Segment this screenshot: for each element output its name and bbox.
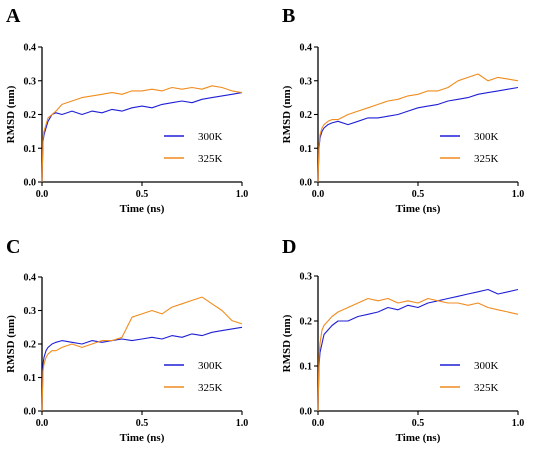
panel-letter: B <box>282 5 295 27</box>
series-line-300k <box>317 86 519 183</box>
y-tick-label: 0.2 <box>300 110 313 121</box>
y-axis-title: RMSD (nm) <box>281 314 293 372</box>
x-tick-label: 0.5 <box>136 189 149 200</box>
x-tick-label: 0.5 <box>412 418 425 429</box>
y-tick-label: 0.0 <box>24 178 37 189</box>
y-tick-label: 0.0 <box>300 407 313 418</box>
legend-label: 300K <box>198 131 223 143</box>
panel-letter: D <box>282 236 296 258</box>
panel-c: C 0.0 0.1 0.2 0.3 0.4 0.0 0.5 1.0 Time (ns) RMSD (… <box>5 236 248 444</box>
series-line-300k <box>41 326 243 412</box>
x-tick-label: 0.0 <box>36 189 49 200</box>
panel-letter: A <box>6 5 21 27</box>
x-tick-label: 0.0 <box>36 418 49 429</box>
legend-label: 325K <box>474 382 499 394</box>
series-line-325k <box>317 73 519 183</box>
x-tick-label: 1.0 <box>512 189 525 200</box>
y-tick-label: 0.3 <box>300 272 313 283</box>
y-tick-label: 0.1 <box>300 362 313 373</box>
x-axis-title: Time (ns) <box>120 432 165 444</box>
x-tick-label: 0.5 <box>412 189 425 200</box>
x-tick-label: 1.0 <box>236 189 249 200</box>
x-tick-label: 1.0 <box>236 418 249 429</box>
y-axis-title: RMSD (nm) <box>281 85 293 143</box>
panel-d: D 0.0 0.1 0.2 0.3 0.0 0.5 1.0 Time (ns) RMSD (nm)… <box>281 236 524 444</box>
x-axis-title: Time (ns) <box>396 432 441 444</box>
y-tick-label: 0.2 <box>24 110 37 121</box>
y-axis-title: RMSD (nm) <box>5 315 17 373</box>
y-tick-label: 0.4 <box>24 273 37 284</box>
y-tick-label: 0.1 <box>24 373 37 384</box>
y-tick-label: 0.3 <box>24 76 37 87</box>
legend-label: 300K <box>474 360 499 372</box>
y-tick-label: 0.0 <box>24 407 37 418</box>
panel-letter: C <box>6 236 20 258</box>
x-axis-title: Time (ns) <box>396 203 441 215</box>
y-tick-label: 0.1 <box>300 144 313 155</box>
series-line-300k <box>41 92 243 183</box>
y-tick-label: 0.3 <box>300 76 313 87</box>
series-line-325k <box>317 297 519 412</box>
legend-label: 325K <box>198 153 223 165</box>
y-tick-label: 0.3 <box>24 306 37 317</box>
x-tick-label: 1.0 <box>512 418 525 429</box>
legend-label: 325K <box>198 382 223 394</box>
y-tick-label: 0.4 <box>24 43 37 54</box>
y-tick-label: 0.0 <box>300 178 313 189</box>
y-tick-label: 0.2 <box>24 340 37 351</box>
x-axis-title: Time (ns) <box>120 203 165 215</box>
x-tick-label: 0.5 <box>136 418 149 429</box>
legend-label: 300K <box>198 360 223 372</box>
y-tick-label: 0.1 <box>24 144 37 155</box>
series-line-300k <box>317 288 519 412</box>
panel-a: A 0.0 0.1 0.2 0.3 0.4 0.0 0.5 1.0 Time (ns) RMSD (… <box>5 5 248 215</box>
y-axis-title: RMSD (nm) <box>5 85 17 143</box>
series-line-325k <box>41 296 243 412</box>
x-tick-label: 0.0 <box>312 189 325 200</box>
y-tick-label: 0.2 <box>300 317 313 328</box>
panel-b: B 0.0 0.1 0.2 0.3 0.4 0.0 0.5 1.0 Time (ns) RMSD (… <box>281 5 524 215</box>
y-tick-label: 0.4 <box>300 43 313 54</box>
series-line-325k <box>41 85 243 183</box>
legend-label: 325K <box>474 153 499 165</box>
x-tick-label: 0.0 <box>312 418 325 429</box>
legend-label: 300K <box>474 131 499 143</box>
